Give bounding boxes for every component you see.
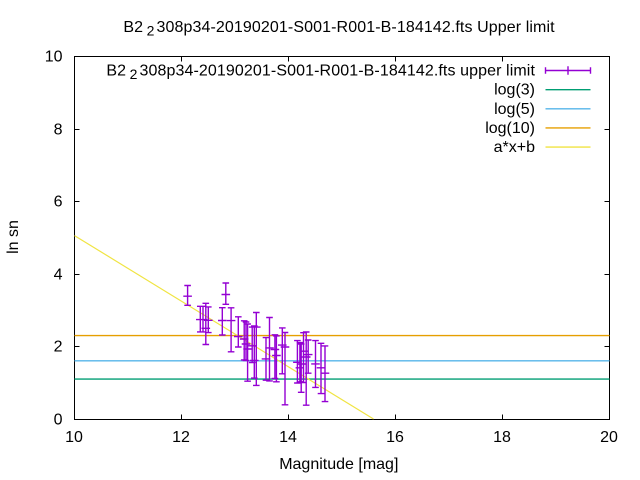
svg-text:12: 12	[172, 429, 190, 446]
svg-text:a*x+b: a*x+b	[494, 139, 535, 156]
svg-text:4: 4	[54, 267, 63, 284]
svg-text:10: 10	[65, 429, 83, 446]
svg-text:log(10): log(10)	[485, 120, 535, 137]
svg-text:10: 10	[45, 49, 63, 66]
svg-text:log(3): log(3)	[494, 82, 535, 99]
svg-text:6: 6	[54, 194, 63, 211]
svg-text:Magnitude [mag]: Magnitude [mag]	[279, 456, 398, 473]
svg-text:0: 0	[54, 412, 63, 429]
svg-text:8: 8	[54, 122, 63, 139]
svg-text:18: 18	[493, 429, 511, 446]
svg-text:2: 2	[54, 339, 63, 356]
svg-text:ln sn: ln sn	[5, 220, 22, 254]
svg-text:14: 14	[279, 429, 297, 446]
svg-text:log(5): log(5)	[494, 101, 535, 118]
svg-text:20: 20	[600, 429, 618, 446]
svg-text:16: 16	[386, 429, 404, 446]
